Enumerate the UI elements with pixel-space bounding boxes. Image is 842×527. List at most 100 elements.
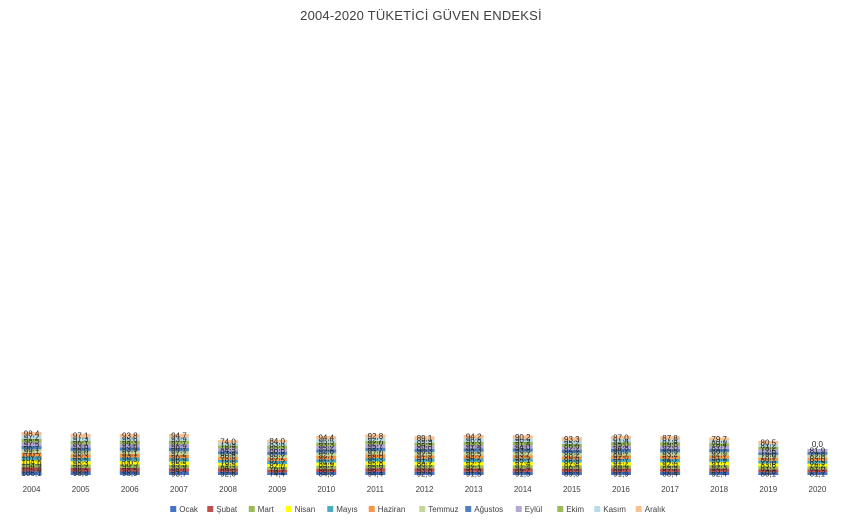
data-label: 98,5	[122, 466, 138, 475]
bar-segment	[463, 461, 484, 466]
legend-label: Haziran	[378, 505, 406, 514]
bar-segment	[610, 435, 631, 439]
bar-segment	[758, 446, 779, 450]
bar-segment	[168, 451, 189, 455]
bar-segment	[70, 437, 91, 441]
bar-segment	[807, 460, 828, 464]
data-label: 95,7	[368, 442, 384, 451]
bar-segment	[218, 468, 239, 472]
data-label: 78,6	[220, 457, 236, 466]
bar-segment	[218, 457, 239, 460]
data-label: 74,4	[269, 470, 285, 479]
data-label: 78,4	[711, 441, 727, 450]
bar-segment	[365, 454, 386, 458]
data-label: 92,8	[318, 447, 334, 456]
bar-segment	[316, 435, 337, 440]
bar-segment	[758, 469, 779, 473]
bar-segment	[218, 448, 239, 452]
bar-segment	[267, 457, 288, 461]
data-label: 92,0	[662, 443, 678, 452]
bar-segment	[414, 458, 435, 462]
data-label: 93,8	[122, 432, 138, 441]
data-label: 94,7	[171, 432, 187, 441]
data-label: 93,7	[171, 469, 187, 478]
data-label: 95,5	[73, 455, 89, 464]
bar-segment	[709, 452, 730, 456]
bar-segment	[267, 451, 288, 455]
bar-segment	[660, 455, 681, 459]
data-label: 93,7	[515, 449, 531, 458]
bar-segment	[316, 465, 337, 469]
bar-segment	[512, 435, 533, 439]
data-label: 90,9	[711, 456, 727, 465]
bar-segment	[610, 455, 631, 459]
data-label: 92,3	[711, 463, 727, 472]
bar-segment	[316, 452, 337, 456]
bar-segment	[316, 468, 337, 472]
data-label: 92,7	[368, 435, 384, 444]
legend-swatch	[419, 506, 426, 512]
bar-segment	[365, 447, 386, 452]
data-label: 90,3	[417, 446, 433, 455]
bar-segment	[365, 434, 386, 438]
bar-segment	[807, 454, 828, 458]
bar-segment	[218, 454, 239, 458]
bar-segment	[512, 438, 533, 442]
data-label: 88,7	[417, 459, 433, 468]
bar-segment	[709, 465, 730, 469]
data-label: 91,2	[613, 460, 629, 469]
data-label: 95,5	[171, 459, 187, 468]
data-label: 95,8	[368, 459, 384, 468]
bar-segment	[21, 456, 42, 461]
data-label: 93,2	[417, 463, 433, 472]
data-label: 85,8	[269, 449, 285, 458]
bar-segment	[610, 452, 631, 456]
bar-segment	[512, 448, 533, 452]
category-tick-label: 2012	[416, 485, 434, 494]
bar-segment	[267, 442, 288, 446]
data-label: 96,0	[73, 449, 89, 458]
data-label: 82,9	[810, 458, 826, 467]
bar-segment	[807, 466, 828, 470]
data-label: 95,5	[318, 437, 334, 446]
bar-segment	[807, 463, 828, 467]
data-label: 94,2	[662, 457, 678, 466]
bar-segment	[709, 437, 730, 441]
data-label: 84,3	[318, 470, 334, 479]
data-label: 94,7	[466, 453, 482, 462]
bar-segment	[119, 453, 140, 458]
data-label: 95,3	[466, 446, 482, 455]
data-label: 96,1	[73, 439, 89, 448]
bar-segment	[807, 469, 828, 473]
data-label: 92,6	[220, 469, 236, 478]
bar-segment	[119, 433, 140, 438]
data-label: 92,7	[318, 454, 334, 463]
data-label: 106,1	[22, 469, 43, 478]
data-label: 95,0	[613, 440, 629, 449]
bar-segment	[561, 453, 582, 457]
data-label: 98,5	[73, 466, 89, 475]
legend-label: Ağustos	[474, 505, 503, 514]
data-label: 80,6	[220, 452, 236, 461]
data-label: 88,7	[711, 446, 727, 455]
bar-segment	[512, 458, 533, 462]
bar-segment	[316, 442, 337, 447]
bar-segment	[168, 440, 189, 445]
data-label: 87,0	[613, 433, 629, 442]
bar-segment	[218, 451, 239, 455]
data-label: 98,5	[24, 437, 40, 446]
data-label: 91,4	[417, 453, 433, 462]
data-label: 89,6	[564, 454, 580, 463]
data-label: 92,7	[662, 453, 678, 462]
bar-segment	[21, 463, 42, 468]
data-label: 95,2	[613, 447, 629, 456]
data-label: 90,2	[515, 433, 531, 442]
data-label: 98,9	[122, 469, 138, 478]
data-label: 89,6	[662, 440, 678, 449]
bar-segment	[561, 437, 582, 441]
data-label: 91,1	[122, 448, 138, 457]
data-label: 96,5	[466, 449, 482, 458]
bar-segment	[365, 451, 386, 455]
data-label: 99,1	[24, 447, 40, 456]
bar-segment	[365, 444, 386, 448]
